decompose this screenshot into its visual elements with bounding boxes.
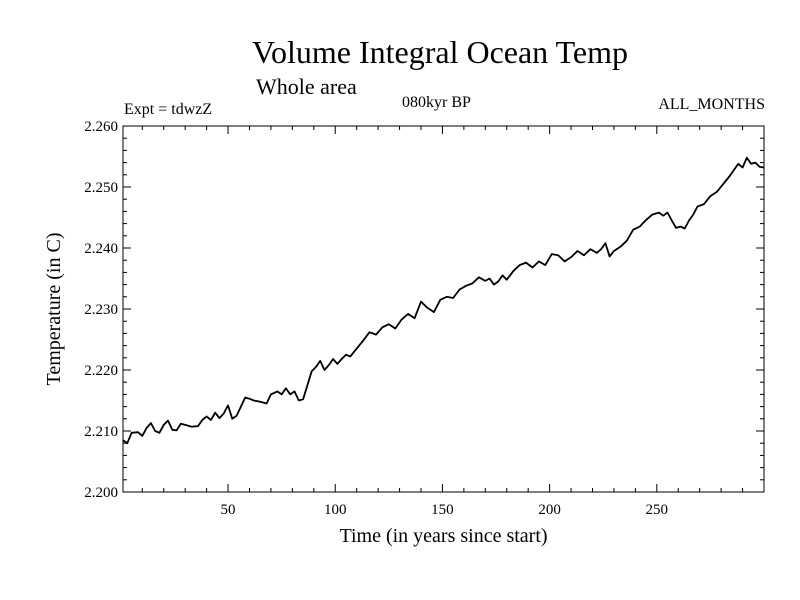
- series-line: [122, 156, 765, 445]
- x-tick-label: 200: [538, 502, 561, 518]
- x-tick-label: 100: [324, 502, 347, 518]
- y-tick-label: 2.230: [84, 302, 118, 318]
- y-tick-label: 2.260: [84, 119, 118, 135]
- x-tick-label: 50: [221, 502, 236, 518]
- period-label: 080kyr BP: [402, 94, 471, 111]
- y-tick-label: 2.240: [84, 241, 118, 257]
- y-tick-label: 2.210: [84, 424, 118, 440]
- y-tick-label: 2.220: [84, 363, 118, 379]
- x-tick-label: 150: [431, 502, 454, 518]
- y-tick-label: 2.250: [84, 180, 118, 196]
- y-axis-label: Temperature (in C): [43, 233, 65, 386]
- months-label: ALL_MONTHS: [658, 96, 765, 113]
- chart-subtitle: Whole area: [256, 74, 357, 99]
- x-axis-label: Time (in years since start): [339, 525, 547, 547]
- chart-title: Volume Integral Ocean Temp: [251, 34, 628, 70]
- axis-ticks: [123, 125, 764, 493]
- y-tick-label: 2.200: [84, 485, 118, 501]
- x-tick-label: 250: [646, 502, 669, 518]
- experiment-label: Expt = tdwzZ: [124, 101, 213, 118]
- y-tick-labels: 2.200 2.210 2.220 2.230 2.240 2.250 2.260: [84, 119, 118, 501]
- plot-frame: [122, 125, 765, 493]
- x-tick-labels: 50 100 150 200 250: [221, 502, 669, 518]
